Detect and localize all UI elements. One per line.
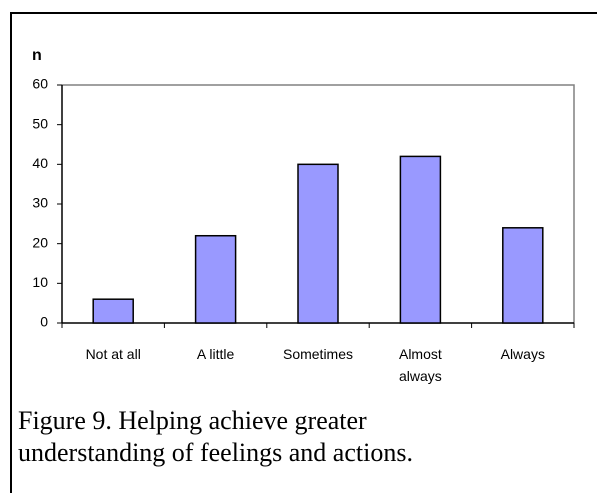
x-tick-label: Always xyxy=(500,346,545,362)
x-tick-label-box: Always xyxy=(500,346,545,362)
plot-border xyxy=(62,84,575,323)
y-tick-label: 40 xyxy=(32,155,48,171)
x-tick-label: Almost always xyxy=(398,346,442,384)
bar xyxy=(399,155,442,324)
bar xyxy=(92,298,134,324)
x-tick-label: Sometimes xyxy=(282,346,354,362)
bar xyxy=(194,234,237,324)
y-tick-label: 30 xyxy=(32,195,48,211)
frame xyxy=(10,12,597,493)
y-tick-label: 0 xyxy=(40,314,48,330)
y-axis-label: n xyxy=(32,47,42,64)
x-tick-label: Not at all xyxy=(85,346,141,362)
y-tick-label: 20 xyxy=(32,234,48,250)
x-tick-label-box: Not at all xyxy=(85,346,141,362)
x-tick-label: A little xyxy=(196,346,235,362)
x-tick-label-box: Almost always xyxy=(398,346,442,384)
y-tick-label: 50 xyxy=(32,115,48,131)
bar xyxy=(297,163,339,324)
y-tick-label: 10 xyxy=(32,274,48,290)
y-tick-label: 60 xyxy=(32,76,48,92)
x-tick-label-box: A little xyxy=(196,346,235,362)
bar xyxy=(502,227,544,324)
x-tick-label-box: Sometimes xyxy=(282,346,354,362)
caption: Figure 9. Helping achieve greater unders… xyxy=(18,406,413,467)
